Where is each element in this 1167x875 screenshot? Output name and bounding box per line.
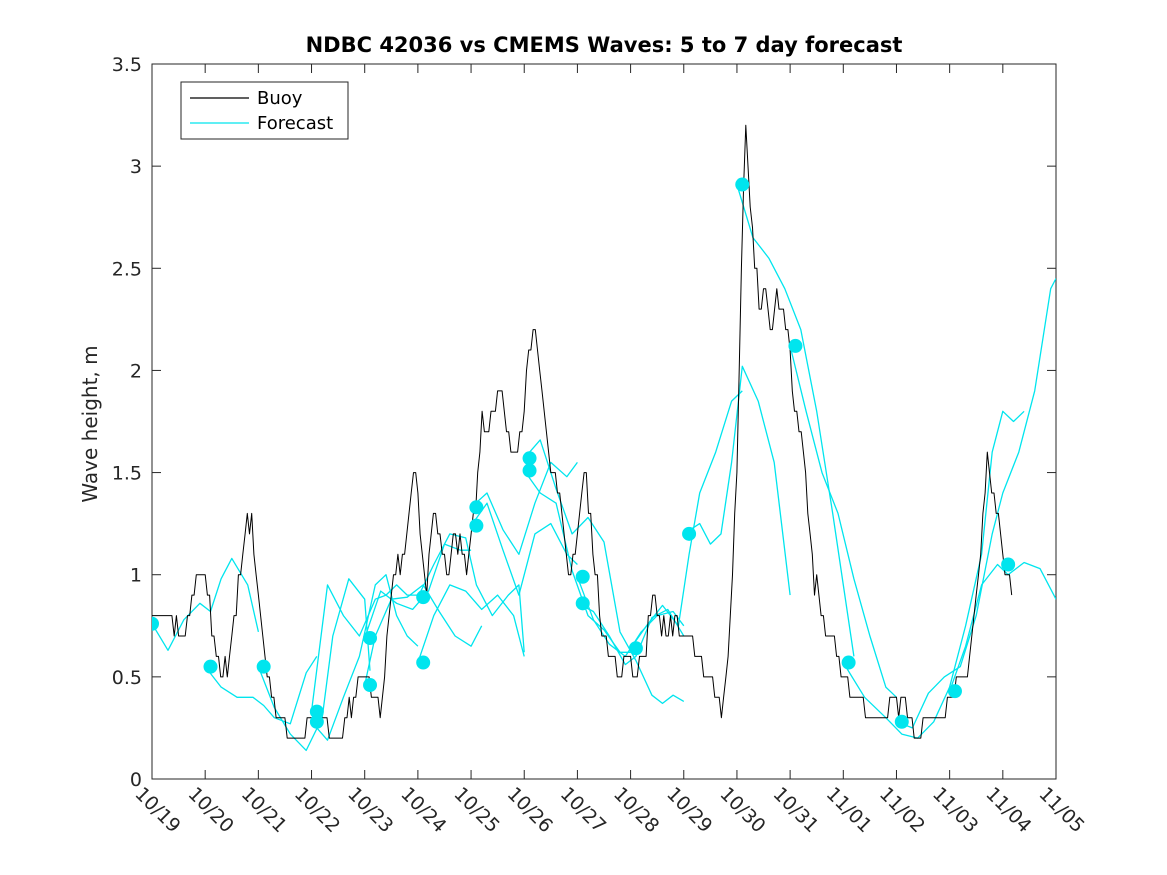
forecast-marker xyxy=(152,616,159,631)
x-tick-label: 11/04 xyxy=(981,783,1035,837)
forecast-marker xyxy=(256,659,271,674)
x-tick-label: 10/21 xyxy=(237,783,291,837)
y-tick-label: 1 xyxy=(130,565,142,587)
forecast-line xyxy=(948,561,1056,692)
y-axis-label: Wave height, m xyxy=(78,345,102,502)
forecast-marker xyxy=(309,704,324,719)
x-tick-label: 10/31 xyxy=(769,783,823,837)
buoy-line xyxy=(152,124,1013,739)
forecast-line xyxy=(789,345,897,698)
data-layer xyxy=(152,124,1056,752)
forecast-line xyxy=(417,584,525,663)
forecast-marker xyxy=(416,590,431,605)
x-tick-label: 10/23 xyxy=(343,783,397,837)
x-tick-label: 10/26 xyxy=(503,783,557,837)
forecast-marker xyxy=(416,655,431,670)
legend-label-forecast: Forecast xyxy=(257,113,333,134)
forecast-line xyxy=(470,461,578,555)
x-tick-label: 11/05 xyxy=(1034,783,1088,837)
forecast-line xyxy=(310,584,418,712)
forecast-marker xyxy=(309,714,324,729)
x-tick-label: 10/24 xyxy=(396,783,450,837)
forecast-marker xyxy=(894,714,909,729)
y-tick-label: 0 xyxy=(130,769,142,791)
y-tick-label: 3 xyxy=(130,156,142,178)
forecast-marker xyxy=(363,678,378,693)
y-axis: 0 0.5 1 1.5 2 2.5 3 3.5 xyxy=(112,54,1056,791)
forecast-line xyxy=(736,184,855,657)
forecast-line xyxy=(470,502,578,596)
forecast-marker xyxy=(522,451,537,466)
forecast-marker xyxy=(575,596,590,611)
y-tick-label: 3.5 xyxy=(112,54,142,76)
forecast-marker xyxy=(469,518,484,533)
chart-title: NDBC 42036 vs CMEMS Waves: 5 to 7 day fo… xyxy=(306,33,903,57)
x-tick-label: 11/01 xyxy=(822,783,876,837)
forecast-line xyxy=(417,533,525,653)
forecast-marker xyxy=(735,177,750,192)
legend-label-buoy: Buoy xyxy=(257,88,303,109)
forecast-marker xyxy=(841,655,856,670)
forecast-marker xyxy=(363,631,378,646)
y-tick-label: 2.5 xyxy=(112,258,142,280)
forecast-marker xyxy=(1001,557,1016,572)
forecast-line xyxy=(523,439,685,705)
forecast-marker xyxy=(947,684,962,699)
plot-area xyxy=(151,63,1057,780)
x-tick-label: 11/03 xyxy=(928,783,982,837)
forecast-marker xyxy=(628,641,643,656)
x-tick-label: 10/25 xyxy=(450,783,504,837)
x-tick-label: 10/30 xyxy=(715,783,769,837)
forecast-line xyxy=(204,656,318,725)
axes-box xyxy=(151,63,1057,780)
y-tick-label: 0.5 xyxy=(112,667,142,689)
legend-box xyxy=(180,81,349,140)
forecast-line xyxy=(683,365,791,596)
forecast-marker xyxy=(469,500,484,515)
forecast-marker xyxy=(522,463,537,478)
legend: Buoy Forecast xyxy=(180,81,349,140)
x-tick-label: 10/28 xyxy=(609,783,663,837)
forecast-line xyxy=(523,470,631,653)
forecast-marker xyxy=(682,526,697,541)
forecast-line xyxy=(630,390,743,649)
x-tick-label: 10/27 xyxy=(556,783,610,837)
forecast-marker xyxy=(575,569,590,584)
x-tick-label: 11/02 xyxy=(875,783,929,837)
forecast-line xyxy=(311,574,419,741)
forecast-line xyxy=(896,278,1056,729)
y-tick-label: 2 xyxy=(130,360,142,382)
forecast-marker xyxy=(203,659,218,674)
x-tick-label: 10/20 xyxy=(184,783,238,837)
forecast-marker xyxy=(788,338,803,353)
x-tick-label: 10/22 xyxy=(290,783,344,837)
x-tick-label: 10/19 xyxy=(130,783,184,837)
x-tick-label: 10/29 xyxy=(662,783,716,837)
y-tick-label: 1.5 xyxy=(112,463,142,485)
